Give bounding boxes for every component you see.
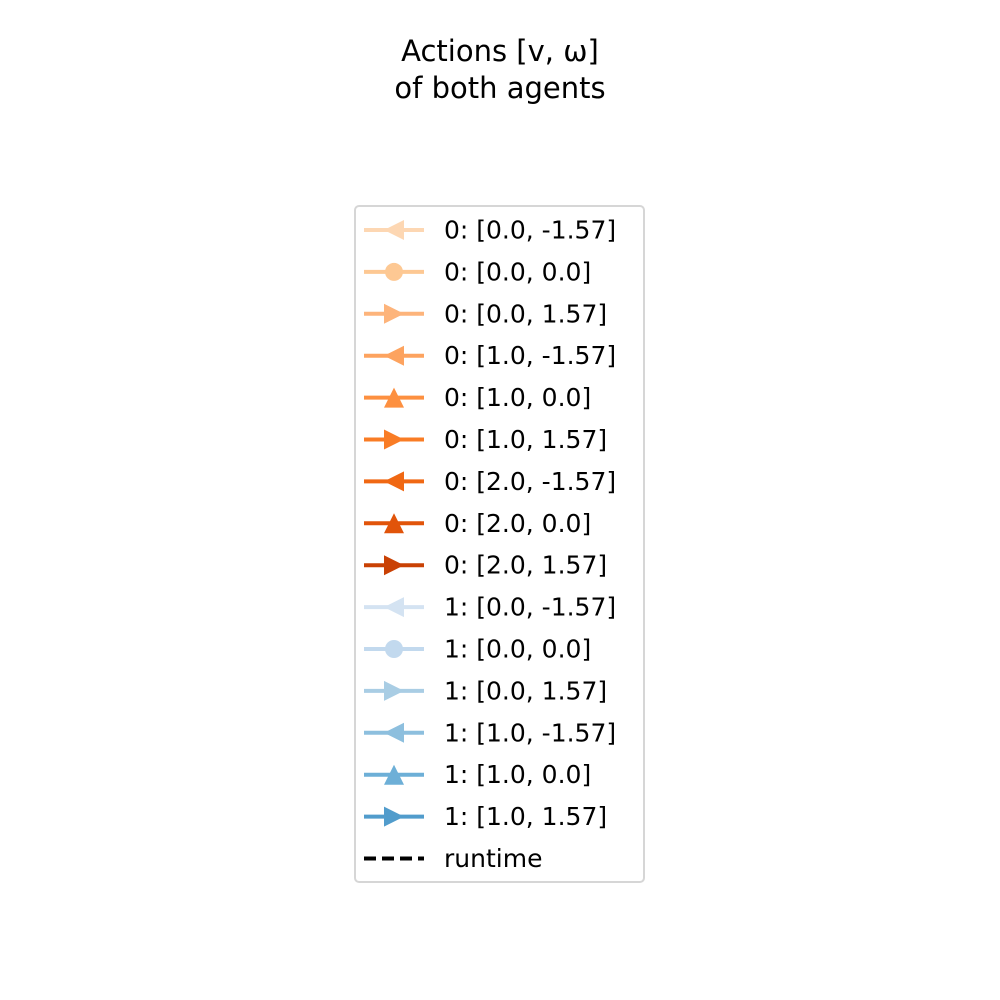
legend-entry: 0: [0.0, 1.57] [364,299,607,328]
legend-entry: 1: [0.0, -1.57] [364,593,616,622]
legend-entry-label: 0: [2.0, 1.57] [444,551,607,580]
legend-entry: 0: [2.0, 1.57] [364,551,607,580]
triangle-right-marker [384,429,404,450]
legend-entry-label: 0: [0.0, 1.57] [444,299,607,328]
legend-entry-label: 0: [1.0, 1.57] [444,425,607,454]
triangle-right-marker [384,555,404,576]
legend-entry-label: 1: [0.0, 0.0] [444,635,591,664]
triangle-up-marker [384,513,404,534]
legend-entry-label: 1: [1.0, 1.57] [444,802,607,831]
legend-entry: 1: [0.0, 0.0] [364,635,591,664]
triangle-left-marker [384,220,404,240]
legend-entry: 0: [1.0, -1.57] [364,341,616,370]
chart-title-line-1: Actions [v, ω] [401,34,599,68]
triangle-left-marker [384,345,404,366]
triangle-up-marker [384,764,404,785]
legend-entry: 1: [0.0, 1.57] [364,676,607,705]
legend-entries: 0: [0.0, -1.57] 0: [0.0, 0.0] 0: [0.0, 1.5… [364,216,616,873]
legend-entry: 0: [1.0, 0.0] [364,383,591,412]
legend-entry: 0: [2.0, -1.57] [364,467,616,496]
legend-entry-label: 1: [0.0, -1.57] [444,593,616,622]
chart-title: Actions [v, ω] of both agents [0,33,1000,107]
triangle-left-marker [384,471,404,492]
circle-marker [385,262,403,281]
triangle-right-marker [384,303,404,324]
legend-entry-label: 0: [0.0, -1.57] [444,216,616,245]
legend-entry-label: 1: [1.0, -1.57] [444,718,616,747]
legend: 0: [0.0, -1.57] 0: [0.0, 0.0] 0: [0.0, 1.5… [354,205,645,883]
triangle-left-marker [384,597,404,618]
legend-entry-label: 1: [0.0, 1.57] [444,676,607,705]
triangle-up-marker [384,387,404,408]
legend-entry: 0: [0.0, -1.57] [364,216,616,245]
legend-entry-label: 0: [2.0, 0.0] [444,509,591,538]
legend-entry-label: 0: [1.0, -1.57] [444,341,616,370]
legend-entry-label: 0: [2.0, -1.57] [444,467,616,496]
triangle-left-marker [384,722,404,743]
legend-entry-label: runtime [444,844,542,873]
chart-title-line-2: of both agents [394,71,606,105]
legend-entry: 1: [1.0, 1.57] [364,802,607,831]
legend-entry-label: 0: [0.0, 0.0] [444,257,591,286]
triangle-right-marker [384,680,404,701]
legend-entry: runtime [364,844,542,873]
legend-entry-label: 1: [1.0, 0.0] [444,760,591,789]
legend-entry: 0: [0.0, 0.0] [364,257,591,286]
legend-entry-label: 0: [1.0, 0.0] [444,383,591,412]
legend-entry: 1: [1.0, -1.57] [364,718,616,747]
circle-marker [385,640,403,658]
triangle-right-marker [384,806,404,827]
legend-entry: 0: [1.0, 1.57] [364,425,607,454]
legend-entry: 1: [1.0, 0.0] [364,760,591,789]
legend-entry: 0: [2.0, 0.0] [364,509,591,538]
